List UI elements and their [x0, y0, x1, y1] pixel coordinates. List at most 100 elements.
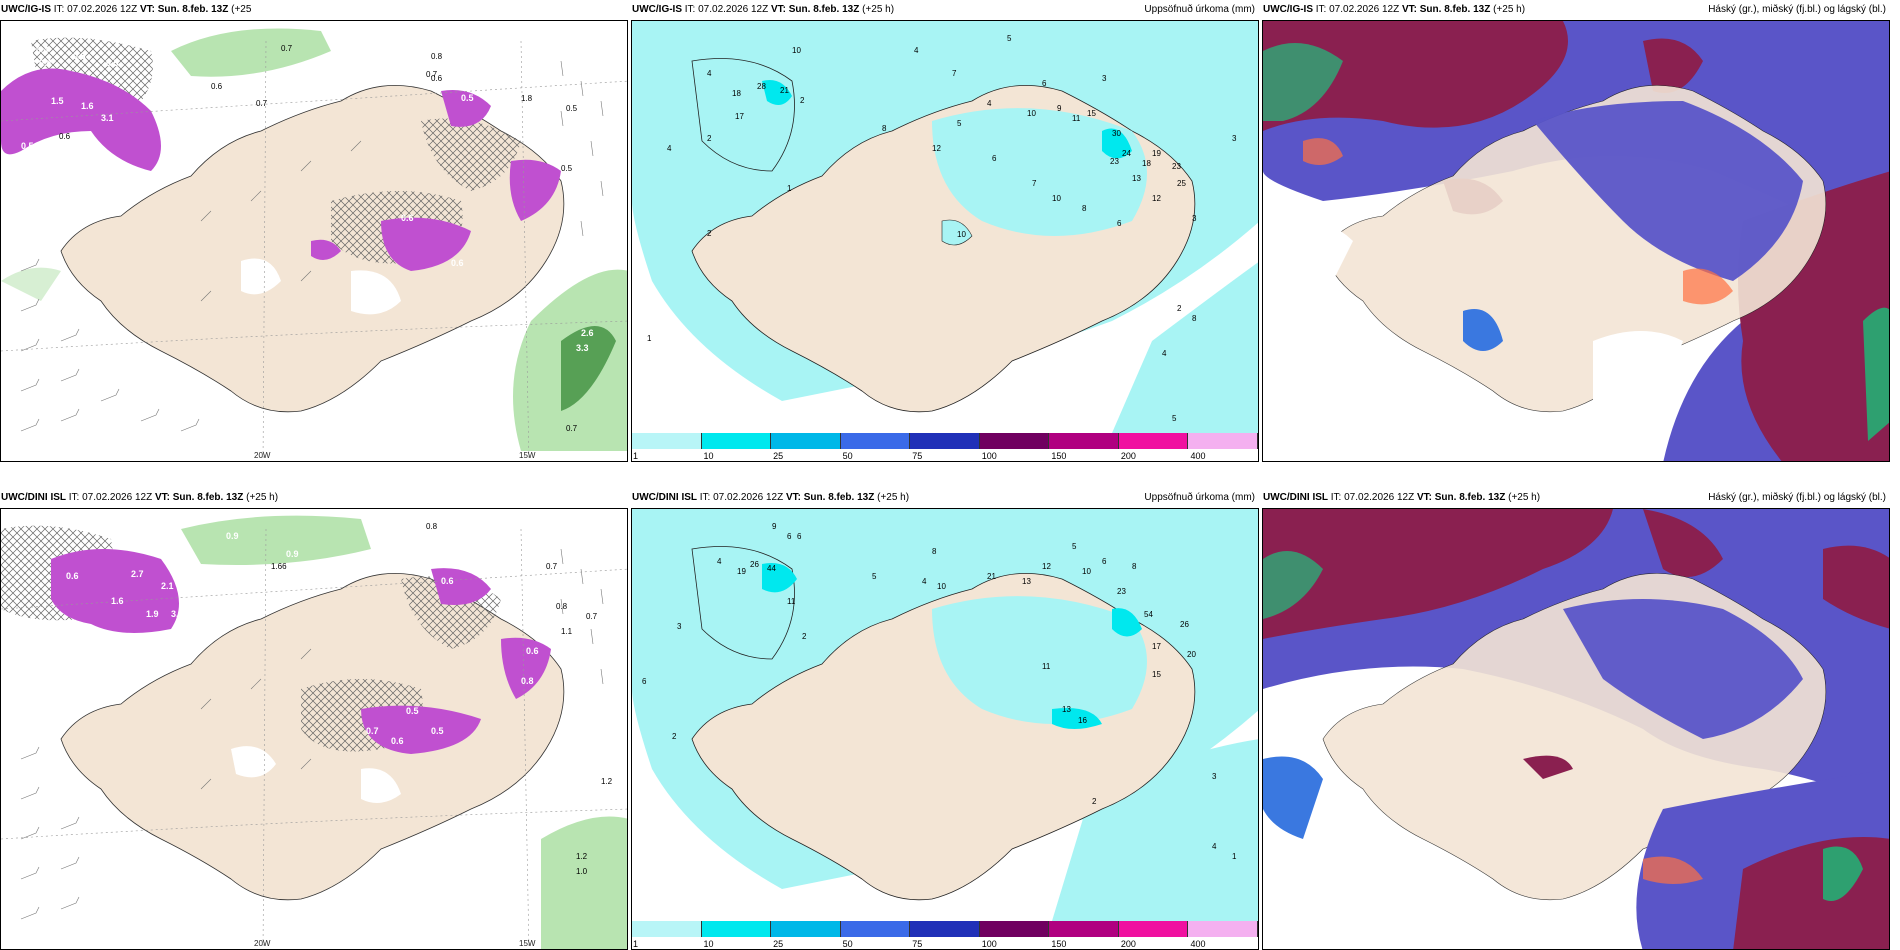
colorbar-label: 1: [633, 939, 639, 949]
wind-map[interactable]: 0.4 0.9 0.9 0.8 2.7 2.1 1.9 3.1 1.6 0.6 …: [0, 508, 628, 950]
wind-value: 2.1: [161, 581, 174, 591]
precip-value: 10: [1082, 567, 1091, 576]
colorbar-label: 25: [773, 939, 784, 949]
precip-value: 12: [932, 144, 941, 153]
precip-map[interactable]: 9 6 6 8 4 19 26 44 11 2 5 3 4 10 21 13 1…: [631, 508, 1259, 950]
precip-value: 30: [1112, 129, 1121, 138]
colorbar-swatch: [840, 921, 911, 937]
cloud-map-svg: [1263, 509, 1889, 949]
wind-value: 0.7: [426, 70, 438, 79]
precip-value: 6: [1102, 557, 1107, 566]
wind-value: 3.3: [576, 343, 589, 353]
precip-value: 6: [797, 532, 802, 541]
precip-value: 8: [1132, 562, 1137, 571]
wind-value: 0.7: [546, 562, 558, 571]
wind-value: 1.6: [81, 101, 94, 111]
colorbar-label: 400: [1190, 939, 1206, 949]
init-time: IT: 07.02.2026 12Z: [684, 4, 769, 15]
wind-value: 0.5: [431, 726, 444, 736]
wind-value: 0.6: [391, 736, 404, 746]
wind-value: 1.5: [51, 96, 64, 106]
precip-map[interactable]: 10 4 5 4 7 6 3 18 28 21 17 2 4 2 8 12 5 …: [631, 20, 1259, 462]
precip-value: 17: [1152, 642, 1161, 651]
wind-panel-top: UWC/IG-IS IT: 07.02.2026 12Z VT: Sun. 8.…: [0, 0, 628, 462]
wind-value: 0.6: [526, 646, 539, 656]
panel-header: UWC/IG-IS IT: 07.02.2026 12Z VT: Sun. 8.…: [0, 0, 628, 20]
colorbar-label: 200: [1120, 939, 1136, 949]
precip-value: 23: [1110, 157, 1119, 166]
precip-value: 5: [957, 119, 962, 128]
precip-value: 17: [735, 112, 744, 121]
precip-map-svg: 9 6 6 8 4 19 26 44 11 2 5 3 4 10 21 13 1…: [632, 509, 1258, 921]
wind-value: 0.4: [39, 58, 52, 68]
panel-header: UWC/IG-IS IT: 07.02.2026 12Z VT: Sun. 8.…: [1262, 0, 1890, 20]
precip-value: 13: [1062, 705, 1071, 714]
lead-time: (+25: [231, 4, 252, 15]
init-time: IT: 07.02.2026 12Z: [699, 492, 784, 503]
precip-value: 2: [1092, 797, 1097, 806]
wind-value: 0.4: [36, 45, 49, 55]
precip-value: 23: [1117, 587, 1126, 596]
wind-value: 0.6: [451, 258, 464, 268]
wind-map-svg: 0.4 0.4 0.4 0.8 0.5 1.5 1.6 3.1 0.6 0.5 …: [1, 21, 627, 461]
precip-value: 9: [772, 522, 777, 531]
colorbar-swatch: [910, 433, 980, 449]
precip-value: 4: [1162, 349, 1167, 358]
precip-value: 4: [1212, 842, 1217, 851]
precip-value: 6: [787, 532, 792, 541]
precip-value: 54: [1144, 610, 1153, 619]
precip-value: 23: [1172, 162, 1181, 171]
colorbar-swatch: [979, 921, 1050, 937]
wind-value: 0.4: [21, 58, 34, 68]
precip-value: 13: [1132, 174, 1141, 183]
precip-value: 4: [914, 46, 919, 55]
lead-time: (+25 h): [1508, 492, 1541, 503]
wind-value: 0.8: [73, 51, 86, 61]
wind-panel-bottom: UWC/DINI ISL IT: 07.02.2026 12Z VT: Sun.…: [0, 488, 628, 950]
wind-value: 0.4: [161, 539, 174, 549]
cloud-map[interactable]: [1262, 508, 1890, 950]
model-name: UWC/DINI ISL: [1, 492, 66, 503]
cloud-panel-bottom: UWC/DINI ISL IT: 07.02.2026 12Z VT: Sun.…: [1262, 488, 1890, 950]
valid-time: VT: Sun. 8.feb. 13Z: [770, 4, 860, 15]
colorbar-label: 1: [633, 451, 639, 461]
wind-value: 0.8: [556, 602, 568, 611]
init-time: IT: 07.02.2026 12Z: [1330, 492, 1415, 503]
precip-value: 19: [737, 567, 746, 576]
colorbar-label: 400: [1190, 451, 1206, 461]
colorbar-swatch: [632, 921, 702, 937]
precip-value: 1: [787, 184, 792, 193]
valid-time: VT: Sun. 8.feb. 13Z: [1416, 492, 1506, 503]
colorbar-swatch: [1049, 433, 1119, 449]
colorbar-label: 75: [912, 451, 923, 461]
colorbar-swatch: [840, 433, 911, 449]
precip-value: 5: [1072, 542, 1077, 551]
precip-value: 3: [1232, 134, 1237, 143]
wind-value: 1.66: [271, 562, 287, 571]
precip-value: 10: [957, 230, 966, 239]
wind-value: 1.2: [601, 777, 613, 786]
colorbar-swatch: [701, 433, 772, 449]
panel-title: Háský (gr.), miðský (fj.bl.) og lágský (…: [1708, 492, 1886, 503]
init-time: IT: 07.02.2026 12Z: [53, 4, 138, 15]
precip-value: 12: [1042, 562, 1051, 571]
valid-time: VT: Sun. 8.feb. 13Z: [154, 492, 244, 503]
wind-value: 0.6: [441, 576, 454, 586]
wind-value: 0.5: [106, 58, 119, 68]
precip-value: 3: [1212, 772, 1217, 781]
wind-value: 0.8: [426, 522, 438, 531]
lon-label: 15W: [519, 451, 536, 460]
model-name: UWC/DINI ISL: [1263, 492, 1328, 503]
wind-value: 0.6: [66, 571, 79, 581]
precip-value: 21: [780, 86, 789, 95]
colorbar: 1 10 25 50 75 100 150 200 400: [632, 921, 1258, 949]
precip-value: 26: [1180, 620, 1189, 629]
lon-label: 15W: [519, 939, 536, 948]
precip-value: 4: [707, 69, 712, 78]
wind-map[interactable]: 0.4 0.4 0.4 0.8 0.5 1.5 1.6 3.1 0.6 0.5 …: [0, 20, 628, 462]
panel-title: Uppsöfnuð úrkoma (mm): [1144, 492, 1255, 503]
precip-value: 4: [987, 99, 992, 108]
precip-value: 15: [1152, 670, 1161, 679]
wind-value: 2.7: [131, 569, 144, 579]
cloud-map[interactable]: [1262, 20, 1890, 462]
